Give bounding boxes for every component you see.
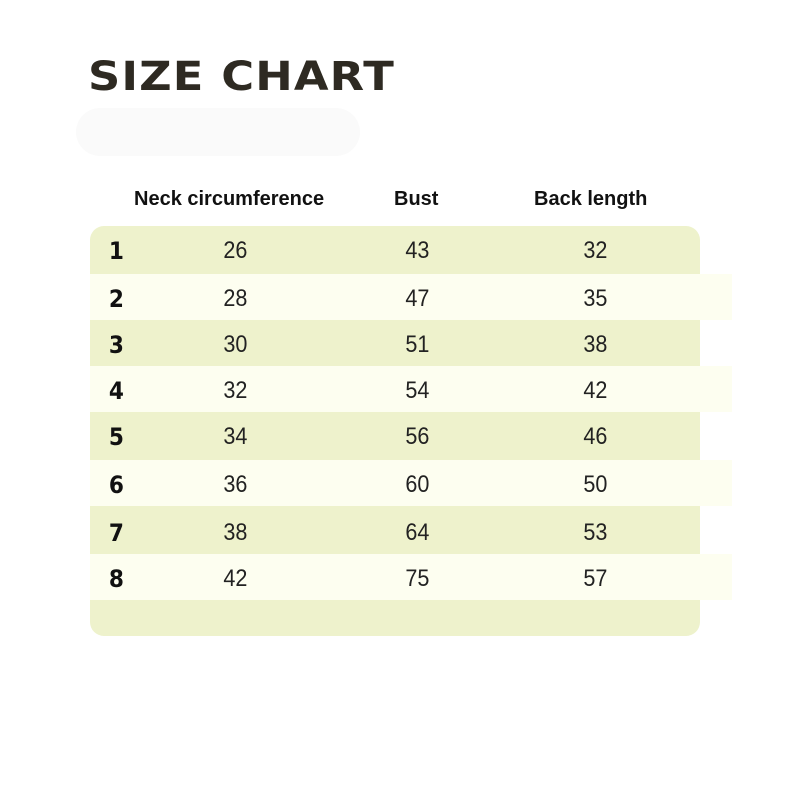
header-neck: Neck circumference: [134, 188, 325, 210]
header-back-length: Back length: [534, 188, 648, 210]
cell-neck: 32: [223, 377, 248, 404]
cell-bust: 75: [405, 565, 430, 592]
table-row: 2 28 47 35: [90, 274, 732, 320]
table-row: 1 26 43 32: [90, 226, 700, 272]
page-title: SIZE CHART: [88, 54, 395, 100]
table-row: 8 42 75 57: [90, 554, 732, 600]
cell-bust: 47: [405, 285, 430, 312]
cell-back: 38: [583, 331, 608, 358]
cell-bust: 64: [405, 519, 430, 546]
cell-neck: 28: [223, 285, 248, 312]
cell-back: 57: [583, 565, 608, 592]
cell-back: 35: [583, 285, 608, 312]
table-row: 5 34 56 46: [90, 412, 700, 458]
cell-size: 2: [108, 285, 124, 313]
cell-back: 53: [583, 519, 608, 546]
title-shadow: [76, 108, 360, 156]
cell-size: 5: [108, 423, 124, 451]
table-row: 7 38 64 53: [90, 508, 700, 554]
cell-neck: 26: [223, 237, 248, 264]
cell-bust: 60: [405, 471, 430, 498]
cell-size: 6: [108, 471, 124, 499]
cell-back: 50: [583, 471, 608, 498]
cell-neck: 42: [223, 565, 248, 592]
cell-bust: 43: [405, 237, 430, 264]
table-row: 3 30 51 38: [90, 320, 700, 366]
cell-bust: 56: [405, 423, 430, 450]
table-row: 6 36 60 50: [90, 460, 732, 506]
cell-size: 4: [108, 377, 124, 405]
cell-back: 42: [583, 377, 608, 404]
cell-back: 32: [583, 237, 608, 264]
table-row: 4 32 54 42: [90, 366, 732, 412]
cell-size: 8: [108, 565, 124, 593]
cell-neck: 38: [223, 519, 248, 546]
header-bust: Bust: [394, 188, 439, 210]
cell-size: 3: [108, 331, 124, 359]
cell-neck: 34: [223, 423, 248, 450]
cell-size: 1: [108, 237, 124, 265]
cell-neck: 30: [223, 331, 248, 358]
cell-back: 46: [583, 423, 608, 450]
cell-size: 7: [108, 519, 124, 547]
cell-neck: 36: [223, 471, 248, 498]
cell-bust: 51: [405, 331, 430, 358]
cell-bust: 54: [405, 377, 430, 404]
